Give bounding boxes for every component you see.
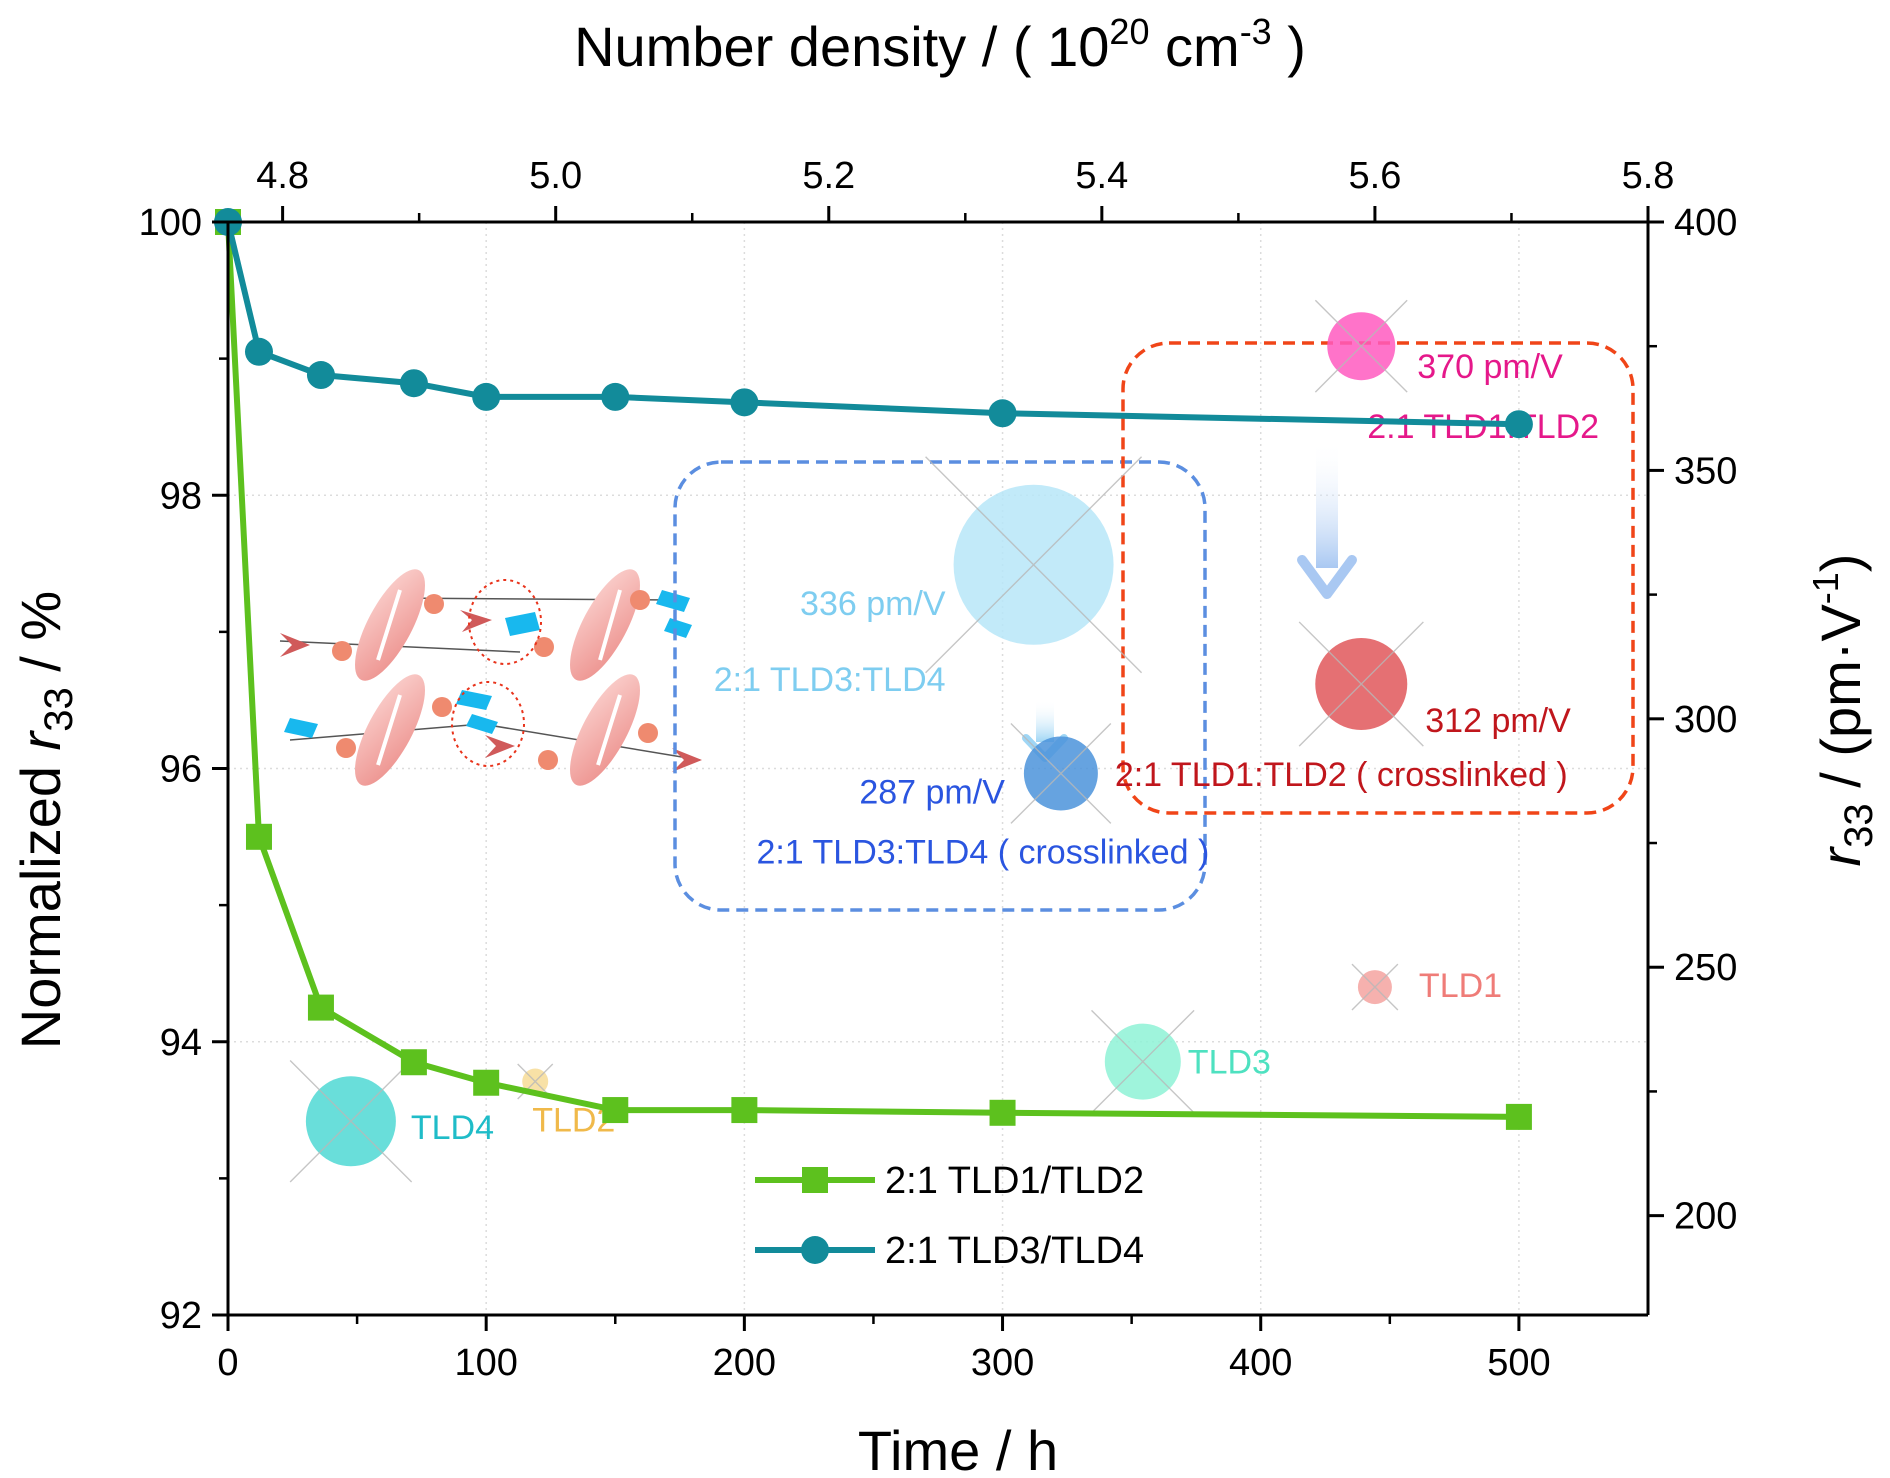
y2-tick-label: 350 bbox=[1674, 450, 1737, 492]
data-point bbox=[399, 369, 428, 398]
legend-label: 2:1 TLD3/TLD4 bbox=[885, 1230, 1144, 1272]
y-tick-label: 100 bbox=[139, 202, 202, 244]
data-point bbox=[602, 1097, 629, 1124]
data-point bbox=[730, 388, 759, 417]
bubble-label: 2:1 TLD3:TLD4 bbox=[714, 661, 946, 699]
bubble-value-label: 370 pm/V bbox=[1417, 348, 1563, 386]
y-tick-label: 98 bbox=[160, 475, 202, 517]
data-point bbox=[1504, 410, 1533, 439]
data-point bbox=[472, 382, 501, 411]
legend-marker bbox=[801, 1236, 829, 1264]
legend-marker bbox=[802, 1167, 828, 1193]
bubble-cross bbox=[1010, 723, 1112, 824]
x-tick-label: 400 bbox=[1229, 1342, 1292, 1384]
arrow-tld12-to-crosslinked bbox=[1297, 440, 1357, 599]
molecular-schematic-illustration bbox=[279, 569, 702, 786]
data-point bbox=[601, 382, 630, 411]
y2-tick-label: 300 bbox=[1674, 699, 1737, 741]
bubble-cross bbox=[1298, 621, 1424, 747]
axes: 0 100 200 300 400 500 92 94 96 98 100 4.8 5.0 5.2 5.4 5… bbox=[139, 155, 1738, 1384]
bubble-label: 2:1 TLD1:TLD2 bbox=[1367, 408, 1599, 446]
bubble-cross bbox=[1351, 963, 1399, 1011]
y-axis-label: Normalized r33 / % bbox=[9, 591, 81, 1049]
legend-item: 2:1 TLD3/TLD4 bbox=[755, 1230, 1144, 1272]
bubble-cross bbox=[925, 456, 1143, 674]
bubble-label: 2:1 TLD1:TLD2 ( crosslinked ) bbox=[1115, 756, 1568, 794]
data-point bbox=[473, 1069, 500, 1096]
bubble-tld3: TLD3 bbox=[1091, 1009, 1271, 1114]
bubble-label: TLD1 bbox=[1419, 967, 1502, 1005]
x-tick-label: 200 bbox=[713, 1342, 776, 1384]
y2-tick-label: 250 bbox=[1674, 947, 1737, 989]
y2-tick-label: 400 bbox=[1674, 202, 1737, 244]
bubble-cross bbox=[1314, 299, 1408, 393]
x-tick-label: 100 bbox=[454, 1342, 517, 1384]
x-tick-label: 500 bbox=[1487, 1342, 1550, 1384]
bubble-tld34x: 287 pm/V 2:1 TLD3:TLD4 ( crosslinked ) bbox=[756, 723, 1209, 871]
x2-tick-label: 5.2 bbox=[802, 155, 855, 197]
bubble-label: TLD3 bbox=[1188, 1044, 1271, 1082]
data-point bbox=[989, 1099, 1016, 1126]
bubble-tld12: 370 pm/V 2:1 TLD1:TLD2 bbox=[1314, 299, 1599, 446]
y-tick-label: 92 bbox=[160, 1295, 202, 1337]
bubble-cross bbox=[289, 1059, 413, 1183]
grid-lines bbox=[228, 222, 1648, 1315]
bubble-tld1: TLD1 bbox=[1351, 963, 1502, 1011]
data-point bbox=[306, 361, 335, 390]
series-layer bbox=[214, 208, 1533, 1130]
bubble-cross bbox=[1091, 1009, 1195, 1114]
bubble-value-label: 336 pm/V bbox=[800, 585, 946, 623]
box-blue bbox=[673, 460, 1207, 912]
bubble-value-label: 287 pm/V bbox=[859, 773, 1005, 811]
legend: 2:1 TLD1/TLD2 2:1 TLD3/TLD4 bbox=[755, 1160, 1144, 1272]
bubble-label: TLD4 bbox=[411, 1109, 494, 1147]
x2-tick-label: 5.6 bbox=[1349, 155, 1402, 197]
y-tick-label: 94 bbox=[160, 1022, 202, 1064]
arrow-shaft bbox=[1036, 700, 1054, 742]
y2-tick-label: 200 bbox=[1674, 1196, 1737, 1238]
data-point bbox=[244, 337, 273, 366]
data-point bbox=[1505, 1103, 1532, 1130]
arrow-shaft bbox=[1316, 440, 1338, 568]
x2-tick-label: 5.8 bbox=[1622, 155, 1675, 197]
x2-tick-label: 5.0 bbox=[529, 155, 582, 197]
x2-axis-label: Number density / ( 1020 cm-3 ) bbox=[574, 11, 1306, 78]
bubble-tld12x: 312 pm/V 2:1 TLD1:TLD2 ( crosslinked ) bbox=[1115, 621, 1571, 794]
x-tick-label: 0 bbox=[217, 1342, 238, 1384]
x-axis-label: Time / h bbox=[858, 1419, 1058, 1478]
arrow-head bbox=[1297, 555, 1357, 599]
legend-label: 2:1 TLD1/TLD2 bbox=[885, 1160, 1144, 1202]
x2-tick-label: 5.4 bbox=[1075, 155, 1128, 197]
series-2 bbox=[214, 208, 1533, 439]
data-point bbox=[731, 1097, 758, 1124]
bubble-tld34: 336 pm/V 2:1 TLD3:TLD4 bbox=[714, 456, 1143, 699]
y2-axis-label: r33 / (pm·V-1) bbox=[1805, 554, 1881, 867]
bubble-value-label: 312 pm/V bbox=[1425, 702, 1571, 740]
x2-tick-label: 4.8 bbox=[256, 155, 309, 197]
data-point bbox=[307, 994, 334, 1021]
data-point bbox=[400, 1049, 427, 1076]
y-tick-label: 96 bbox=[160, 749, 202, 791]
bubble-tld4: TLD4 bbox=[289, 1059, 494, 1183]
legend-item: 2:1 TLD1/TLD2 bbox=[755, 1160, 1144, 1202]
bubble-label: 2:1 TLD3:TLD4 ( crosslinked ) bbox=[756, 833, 1209, 871]
x-tick-label: 300 bbox=[971, 1342, 1034, 1384]
data-point bbox=[988, 399, 1017, 428]
data-point bbox=[245, 823, 272, 850]
